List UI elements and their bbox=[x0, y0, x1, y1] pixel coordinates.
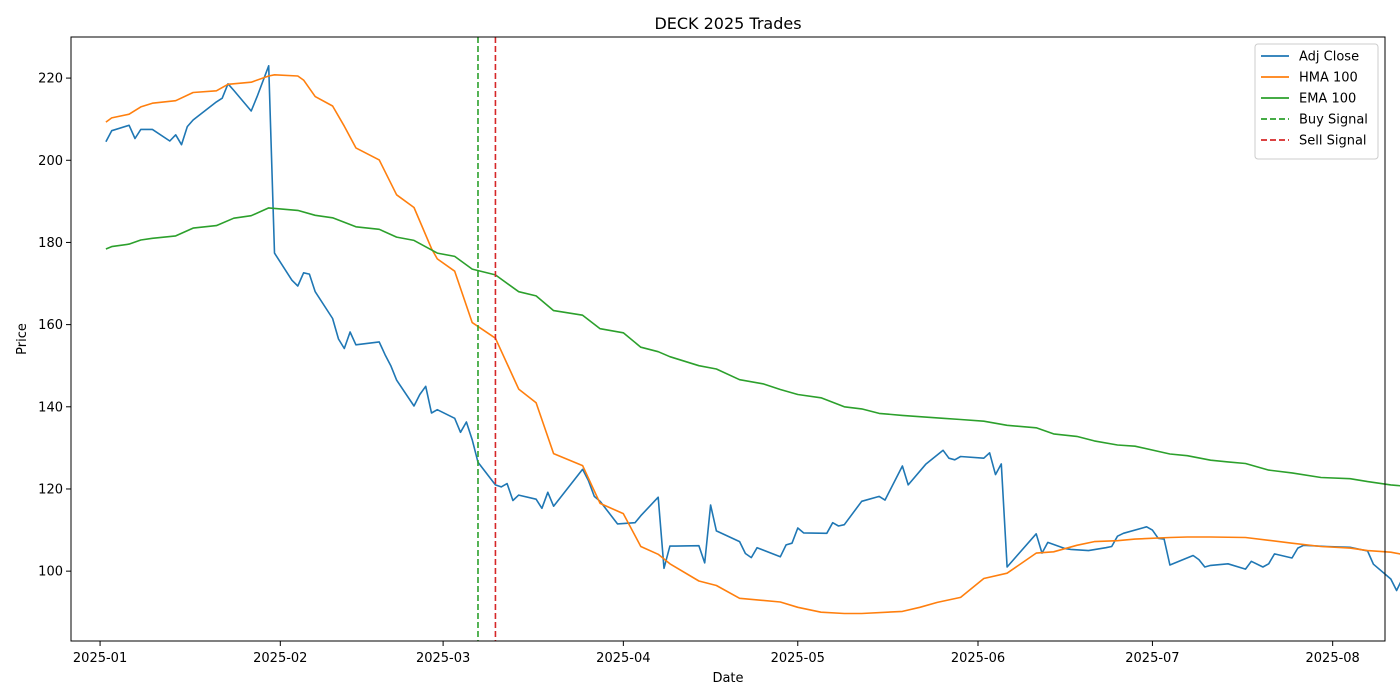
x-axis: 2025-01 2025-02 2025-03 2025-04 2025-05 2025-… bbox=[73, 641, 1360, 666]
y-tick-label: 140 bbox=[38, 400, 63, 415]
legend: Adj Close HMA 100 EMA 100 Buy Signal Sell Si… bbox=[1254, 43, 1379, 160]
y-axis: 100 120 140 160 180 200 220 bbox=[38, 72, 71, 580]
series-layer bbox=[105, 65, 1400, 615]
x-tick-label: 2025-07 bbox=[1125, 651, 1179, 666]
plot-area bbox=[71, 37, 1385, 641]
y-tick-label: 100 bbox=[38, 565, 63, 580]
y-tick-label: 160 bbox=[38, 318, 63, 333]
signal-lines bbox=[477, 37, 497, 641]
y-axis-title: Price bbox=[15, 323, 30, 355]
x-tick-label: 2025-05 bbox=[771, 651, 825, 666]
legend-label: EMA 100 bbox=[1299, 92, 1356, 107]
x-tick-label: 2025-04 bbox=[596, 651, 650, 666]
y-tick-label: 200 bbox=[38, 154, 63, 169]
x-tick-label: 2025-01 bbox=[73, 651, 127, 666]
legend-box bbox=[1254, 43, 1379, 160]
legend-label: Buy Signal bbox=[1299, 113, 1368, 128]
legend-label: HMA 100 bbox=[1299, 71, 1358, 86]
chart-title: DECK 2025 Trades bbox=[654, 14, 801, 33]
x-tick-label: 2025-06 bbox=[951, 651, 1005, 666]
y-tick-label: 120 bbox=[38, 482, 63, 497]
y-tick-label: 220 bbox=[38, 72, 63, 87]
legend-label: Sell Signal bbox=[1299, 134, 1367, 149]
series-line-adj-close bbox=[105, 65, 1400, 592]
series-line-hma-100 bbox=[105, 74, 1400, 615]
x-tick-label: 2025-03 bbox=[416, 651, 470, 666]
series-line-ema-100 bbox=[105, 207, 1400, 487]
plot-border bbox=[70, 36, 1386, 642]
legend-label: Adj Close bbox=[1299, 50, 1359, 65]
x-tick-label: 2025-08 bbox=[1306, 651, 1360, 666]
y-tick-label: 180 bbox=[38, 236, 63, 251]
x-tick-label: 2025-02 bbox=[253, 651, 307, 666]
x-axis-title: Date bbox=[712, 671, 743, 686]
